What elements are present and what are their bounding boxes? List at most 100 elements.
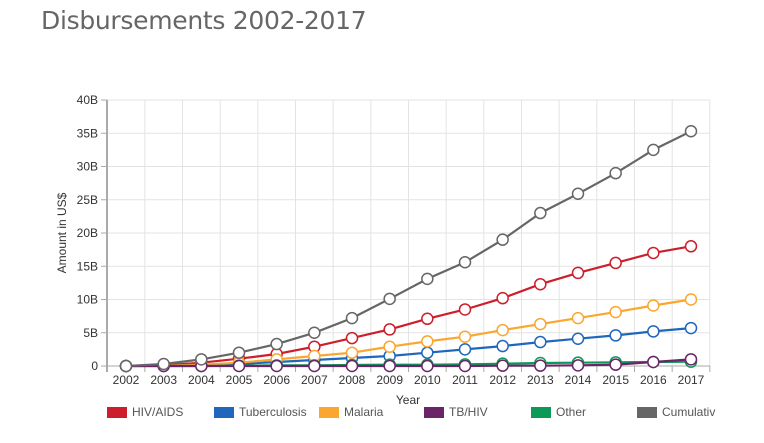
y-axis-ticks: 0 5B 10B 15B 20B 25B 30B 35B 40B	[77, 93, 99, 373]
data-point-malaria	[571, 311, 585, 325]
y-tick-label: 40B	[77, 93, 98, 107]
x-tick-label: 2015	[602, 373, 629, 387]
x-tick-label: 2007	[301, 373, 328, 387]
data-point-malaria	[684, 293, 698, 306]
data-point-hiv-aids	[571, 266, 585, 280]
data-point-cumulative	[458, 256, 472, 269]
y-tick-label: 30B	[77, 160, 98, 174]
data-point-cumulative	[383, 292, 396, 306]
data-point-hiv-aids	[383, 323, 396, 336]
data-point-malaria	[458, 330, 472, 343]
legend-swatch	[424, 406, 444, 418]
legend-item-hiv-aids[interactable]: HIV/AIDS	[107, 405, 183, 419]
x-axis-label: Year	[396, 393, 420, 407]
legend-swatch	[637, 406, 657, 418]
data-point-malaria	[345, 346, 359, 359]
legend-swatch	[107, 406, 127, 418]
data-point-tuberculosis	[534, 335, 547, 349]
x-tick-label: 2002	[113, 373, 140, 387]
legend-item-tuberculosis[interactable]: Tuberculosis	[214, 405, 307, 419]
data-point-tb-hiv	[609, 358, 622, 371]
x-tick-label: 2005	[226, 373, 253, 387]
data-point-tb-hiv	[270, 359, 283, 373]
data-point-hiv-aids	[647, 246, 660, 260]
grid	[107, 99, 711, 367]
data-point-tuberculosis	[571, 332, 585, 345]
x-tick-label: 2014	[565, 373, 592, 387]
x-axis-ticks: 2002 2003 2004 2005 2006 2007 2008 2009 2010 2011…	[113, 373, 705, 387]
data-point-tb-hiv	[571, 359, 585, 372]
data-point-cumulative	[684, 125, 698, 138]
y-tick-label: 10B	[77, 293, 98, 307]
data-point-tb-hiv	[647, 355, 660, 369]
legend-item-tb-hiv[interactable]: TB/HIV	[424, 405, 488, 419]
data-point-cumulative	[534, 206, 547, 220]
data-point-tb-hiv	[534, 359, 547, 372]
data-point-tb-hiv	[496, 359, 509, 372]
data-point-cumulative	[571, 187, 585, 201]
y-tick-label: 20B	[77, 226, 98, 240]
data-point-tb-hiv	[383, 359, 396, 373]
data-point-cumulative	[345, 311, 359, 325]
data-point-cumulative	[195, 353, 208, 366]
x-tick-label: 2010	[414, 373, 441, 387]
y-tick-label: 35B	[77, 126, 98, 140]
legend-item-cumulative[interactable]: Cumulativ	[637, 405, 764, 419]
legend-swatch	[319, 406, 339, 418]
data-point-hiv-aids	[496, 291, 509, 305]
data-point-cumulative	[157, 357, 170, 371]
data-point-cumulative	[232, 346, 246, 359]
legend-item-malaria[interactable]: Malaria	[319, 405, 383, 419]
legend: HIV/AIDS Tuberculosis Malaria TB/HIV Oth…	[107, 405, 764, 425]
data-point-tb-hiv	[345, 359, 359, 373]
data-point-malaria	[496, 323, 509, 337]
legend-swatch	[531, 406, 551, 418]
series-lines	[125, 130, 692, 368]
legend-label: Malaria	[344, 405, 384, 419]
legend-label: Other	[556, 405, 587, 419]
y-tick-label: 15B	[77, 259, 98, 273]
data-point-malaria	[421, 335, 434, 348]
data-point-hiv-aids	[345, 331, 359, 345]
legend-label: TB/HIV	[449, 405, 488, 419]
data-point-cumulative	[270, 337, 283, 351]
x-tick-label: 2012	[489, 373, 516, 387]
data-point-malaria	[534, 317, 547, 331]
legend-label: Cumulativ	[662, 405, 716, 419]
series-line-cumulative	[125, 130, 692, 368]
data-point-cumulative	[119, 359, 133, 373]
series-line-malaria	[125, 298, 692, 368]
data-point-tb-hiv	[232, 359, 246, 373]
x-tick-label: 2006	[263, 373, 290, 387]
y-axis-label: Amount in US$	[55, 192, 69, 273]
x-tick-label: 2013	[527, 373, 554, 387]
data-point-malaria	[383, 340, 396, 353]
legend-label: Tuberculosis	[239, 405, 307, 419]
data-point-cumulative	[647, 143, 660, 157]
data-point-tuberculosis	[647, 325, 660, 338]
data-point-tuberculosis	[421, 346, 434, 359]
data-point-malaria	[647, 299, 660, 312]
x-tick-label: 2008	[339, 373, 366, 387]
data-point-hiv-aids	[684, 240, 698, 253]
data-point-tuberculosis	[684, 321, 698, 335]
data-point-tuberculosis	[609, 329, 622, 342]
legend-label: HIV/AIDS	[132, 405, 184, 419]
data-point-tb-hiv	[684, 353, 698, 366]
chart-title: Disbursements 2002-2017	[41, 6, 367, 35]
x-tick-label: 2003	[150, 373, 177, 387]
x-tick-label: 2004	[188, 373, 215, 387]
data-point-hiv-aids	[421, 312, 434, 326]
data-point-malaria	[609, 305, 622, 319]
series-points	[119, 125, 698, 373]
data-point-tuberculosis	[458, 343, 472, 356]
legend-item-other[interactable]: Other	[531, 405, 586, 419]
y-tick-label: 25B	[77, 193, 98, 207]
y-tick-label: 5B	[83, 326, 98, 340]
x-tick-label: 2011	[452, 373, 478, 387]
data-point-hiv-aids	[534, 277, 547, 291]
data-point-cumulative	[609, 166, 622, 180]
data-point-tb-hiv	[458, 359, 472, 373]
x-tick-label: 2016	[640, 373, 667, 387]
